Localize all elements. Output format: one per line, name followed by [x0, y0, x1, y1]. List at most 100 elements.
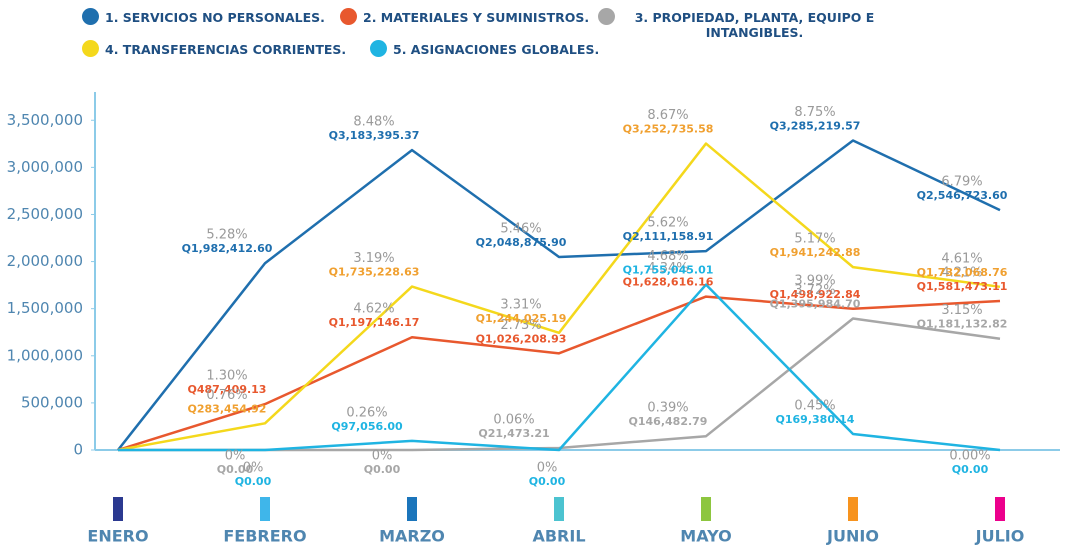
percent-label: 0.00% [949, 449, 990, 464]
percent-label: 6.79% [941, 175, 982, 190]
category-marker [554, 497, 564, 521]
percent-label: 3.31% [500, 297, 541, 312]
y-tick-label: 1,000,000 [7, 346, 83, 364]
value-label: Q1,982,412.60 [182, 242, 273, 255]
value-label: Q1,732,068.76 [917, 266, 1008, 279]
value-label: Q487,409.13 [188, 383, 267, 396]
percent-label: 0% [537, 461, 558, 476]
percent-label: 0% [243, 461, 264, 476]
x-tick-label: JUNIO [826, 527, 879, 546]
value-label: Q0.00 [217, 463, 254, 476]
legend-item: 1. SERVICIOS NO PERSONALES. [82, 8, 325, 25]
value-label: Q146,482.79 [629, 415, 708, 428]
value-label: Q1,581,473.11 [917, 280, 1008, 293]
x-tick-label: ENERO [87, 527, 148, 546]
category-marker [260, 497, 270, 521]
value-label: Q3,183,395.37 [329, 129, 420, 142]
legend-swatch [598, 8, 615, 25]
category-marker [995, 497, 1005, 521]
value-label: Q283,454.92 [188, 402, 267, 415]
x-tick-label: ABRIL [532, 527, 585, 546]
percent-label: 5.28% [206, 228, 247, 243]
x-tick-label: MAYO [680, 527, 731, 546]
legend-swatch [370, 40, 387, 57]
value-label: Q1,181,132.82 [917, 318, 1008, 331]
legend-label: 5. ASIGNACIONES GLOBALES. [393, 42, 600, 57]
percent-label: 0% [225, 449, 246, 464]
value-label: Q0.00 [529, 475, 566, 488]
percent-label: 2.73% [500, 318, 541, 333]
legend-label: 1. SERVICIOS NO PERSONALES. [105, 10, 325, 25]
legend-item: 5. ASIGNACIONES GLOBALES. [370, 40, 600, 57]
value-label: Q0.00 [364, 463, 401, 476]
legend-item: 2. MATERIALES Y SUMINISTROS. [340, 8, 590, 25]
percent-label: 0.06% [493, 412, 534, 427]
legend-item: 3. PROPIEDAD, PLANTA, EQUIPO E INTANGIBL… [598, 8, 888, 40]
percent-label: 0.26% [346, 405, 387, 420]
percent-label: 3.99% [794, 273, 835, 288]
value-label: Q1,026,208.93 [476, 332, 567, 345]
category-marker [113, 497, 123, 521]
legend-swatch [82, 40, 99, 57]
percent-label: 4.61% [941, 251, 982, 266]
value-label: Q3,285,219.57 [770, 119, 861, 132]
series-line [117, 139, 1001, 451]
category-marker [701, 497, 711, 521]
percent-label: 5.46% [500, 221, 541, 236]
value-label: Q1,244,025.19 [476, 312, 567, 325]
value-label: Q1,735,228.63 [329, 266, 420, 279]
category-marker [848, 497, 858, 521]
y-tick-label: 2,000,000 [7, 252, 83, 270]
percent-label: 1.30% [206, 369, 247, 384]
y-tick-label: 3,500,000 [7, 111, 83, 129]
legend-item: 4. TRANSFERENCIAS CORRIENTES. [82, 40, 347, 57]
value-label: Q21,473.21 [478, 427, 549, 440]
value-label: Q2,111,158.91 [623, 230, 714, 243]
legend-label: 4. TRANSFERENCIAS CORRIENTES. [105, 42, 347, 57]
y-tick-label: 1,500,000 [7, 299, 83, 317]
percent-label: 4.34% [647, 261, 688, 276]
y-tick-label: 500,000 [21, 393, 83, 411]
x-tick-label: FEBRERO [223, 527, 306, 546]
value-label: Q1,197,146.17 [329, 316, 420, 329]
percent-label: 3.19% [353, 251, 394, 266]
percent-label: 0.39% [647, 401, 688, 416]
value-label: Q1,498,922.84 [770, 288, 861, 301]
value-label: Q1,941,242.88 [770, 246, 861, 259]
value-label: Q2,546,723.60 [917, 189, 1008, 202]
value-label: Q169,380.14 [776, 413, 855, 426]
y-tick-label: 2,500,000 [7, 205, 83, 223]
series-line [117, 295, 1001, 452]
value-label: Q1,395,984.70 [770, 297, 861, 310]
legend-label: 3. PROPIEDAD, PLANTA, EQUIPO E INTANGIBL… [634, 10, 875, 40]
value-label: Q1,628,616.16 [623, 276, 714, 289]
percent-label: 5.62% [647, 216, 688, 231]
legend-swatch [82, 8, 99, 25]
value-label: Q0.00 [235, 475, 272, 488]
percent-label: 4.62% [353, 302, 394, 317]
value-label: Q3,252,735.58 [623, 123, 714, 136]
x-tick-label: JULIO [975, 527, 1025, 546]
percent-label: 8.67% [647, 108, 688, 123]
series-line [118, 283, 1001, 452]
value-label: Q97,056.00 [331, 420, 403, 433]
percent-label: 0% [372, 449, 393, 464]
percent-label: 8.75% [794, 105, 835, 120]
category-marker [407, 497, 417, 521]
x-tick-label: MARZO [379, 527, 445, 546]
y-tick-label: 3,000,000 [7, 158, 83, 176]
legend-label: 2. MATERIALES Y SUMINISTROS. [363, 10, 590, 25]
percent-label: 4.21% [941, 266, 982, 281]
legend-swatch [340, 8, 357, 25]
series-line [117, 142, 1001, 452]
value-label: Q1,755,045.01 [623, 264, 714, 277]
percent-label: 8.48% [353, 115, 394, 130]
percent-label: 4.68% [647, 249, 688, 264]
y-tick-label: 0 [73, 441, 83, 459]
percent-label: 0.45% [794, 399, 835, 414]
percent-label: 3.15% [941, 303, 982, 318]
percent-label: 0.76% [206, 388, 247, 403]
percent-label: 5.17% [794, 232, 835, 247]
value-label: Q0.00 [952, 463, 989, 476]
